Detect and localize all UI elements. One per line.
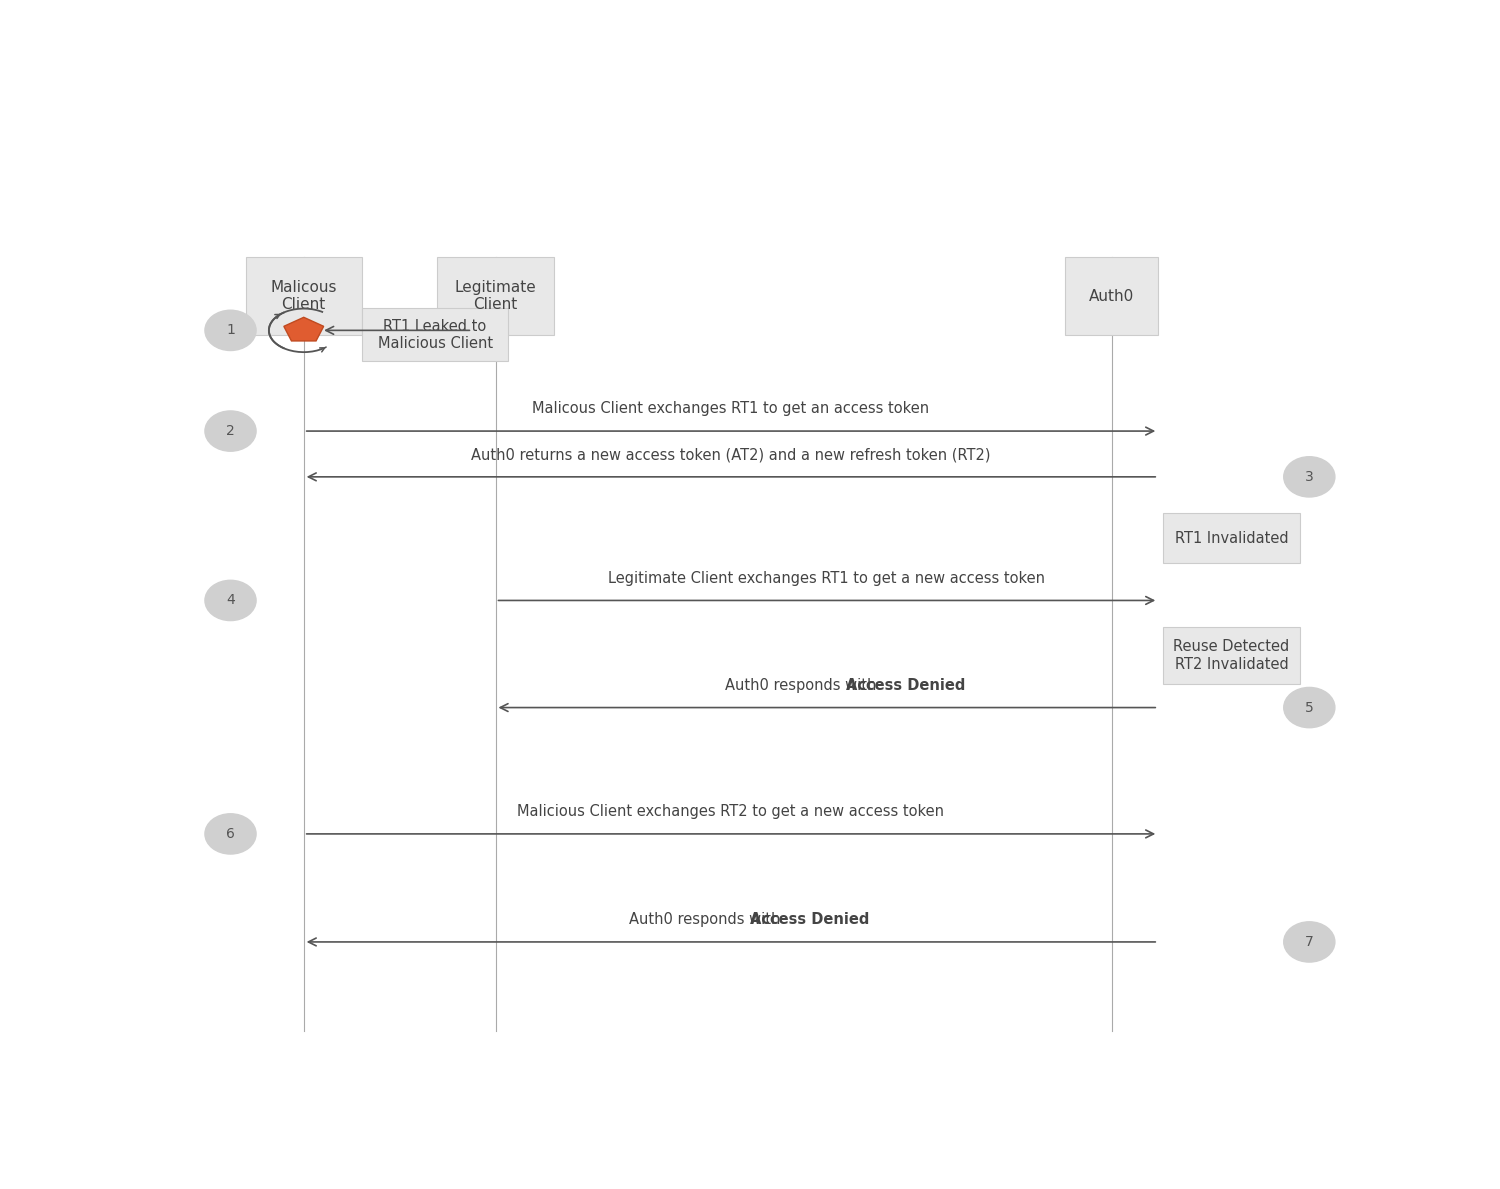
FancyBboxPatch shape	[1162, 627, 1300, 684]
Circle shape	[206, 813, 257, 854]
Circle shape	[1284, 687, 1335, 728]
Text: Malicous Client exchanges RT1 to get an access token: Malicous Client exchanges RT1 to get an …	[532, 402, 930, 416]
Text: Auth0 responds with: Auth0 responds with	[724, 678, 880, 693]
Text: 3: 3	[1305, 470, 1314, 484]
Text: 1: 1	[226, 323, 236, 338]
Text: Auth0 responds with: Auth0 responds with	[630, 912, 786, 927]
Circle shape	[206, 310, 257, 351]
Text: 2: 2	[226, 424, 236, 438]
Circle shape	[206, 580, 257, 621]
FancyBboxPatch shape	[1065, 257, 1158, 335]
Text: RT1 Invalidated: RT1 Invalidated	[1174, 530, 1288, 546]
Text: RT1 Leaked to
Malicious Client: RT1 Leaked to Malicious Client	[378, 319, 492, 351]
Circle shape	[1284, 457, 1335, 497]
Text: Malicous
Client: Malicous Client	[270, 279, 338, 313]
Text: Reuse Detected
RT2 Invalidated: Reuse Detected RT2 Invalidated	[1173, 640, 1290, 672]
Circle shape	[1284, 921, 1335, 962]
FancyBboxPatch shape	[1162, 512, 1300, 564]
Text: 5: 5	[1305, 700, 1314, 715]
Text: 6: 6	[226, 826, 236, 841]
Text: Access Denied: Access Denied	[846, 678, 966, 693]
FancyBboxPatch shape	[438, 257, 554, 335]
Circle shape	[206, 411, 257, 451]
Text: Auth0 returns a new access token (AT2) and a new refresh token (RT2): Auth0 returns a new access token (AT2) a…	[471, 447, 990, 463]
Text: Legitimate
Client: Legitimate Client	[454, 279, 537, 313]
FancyBboxPatch shape	[363, 308, 509, 361]
Text: Legitimate Client exchanges RT1 to get a new access token: Legitimate Client exchanges RT1 to get a…	[609, 571, 1046, 586]
FancyBboxPatch shape	[246, 257, 362, 335]
Text: 4: 4	[226, 593, 236, 608]
Text: Access Denied: Access Denied	[750, 912, 870, 927]
Polygon shape	[284, 317, 324, 341]
Text: Malicious Client exchanges RT2 to get a new access token: Malicious Client exchanges RT2 to get a …	[518, 804, 945, 819]
Text: Auth0: Auth0	[1089, 289, 1134, 303]
Text: 7: 7	[1305, 935, 1314, 949]
